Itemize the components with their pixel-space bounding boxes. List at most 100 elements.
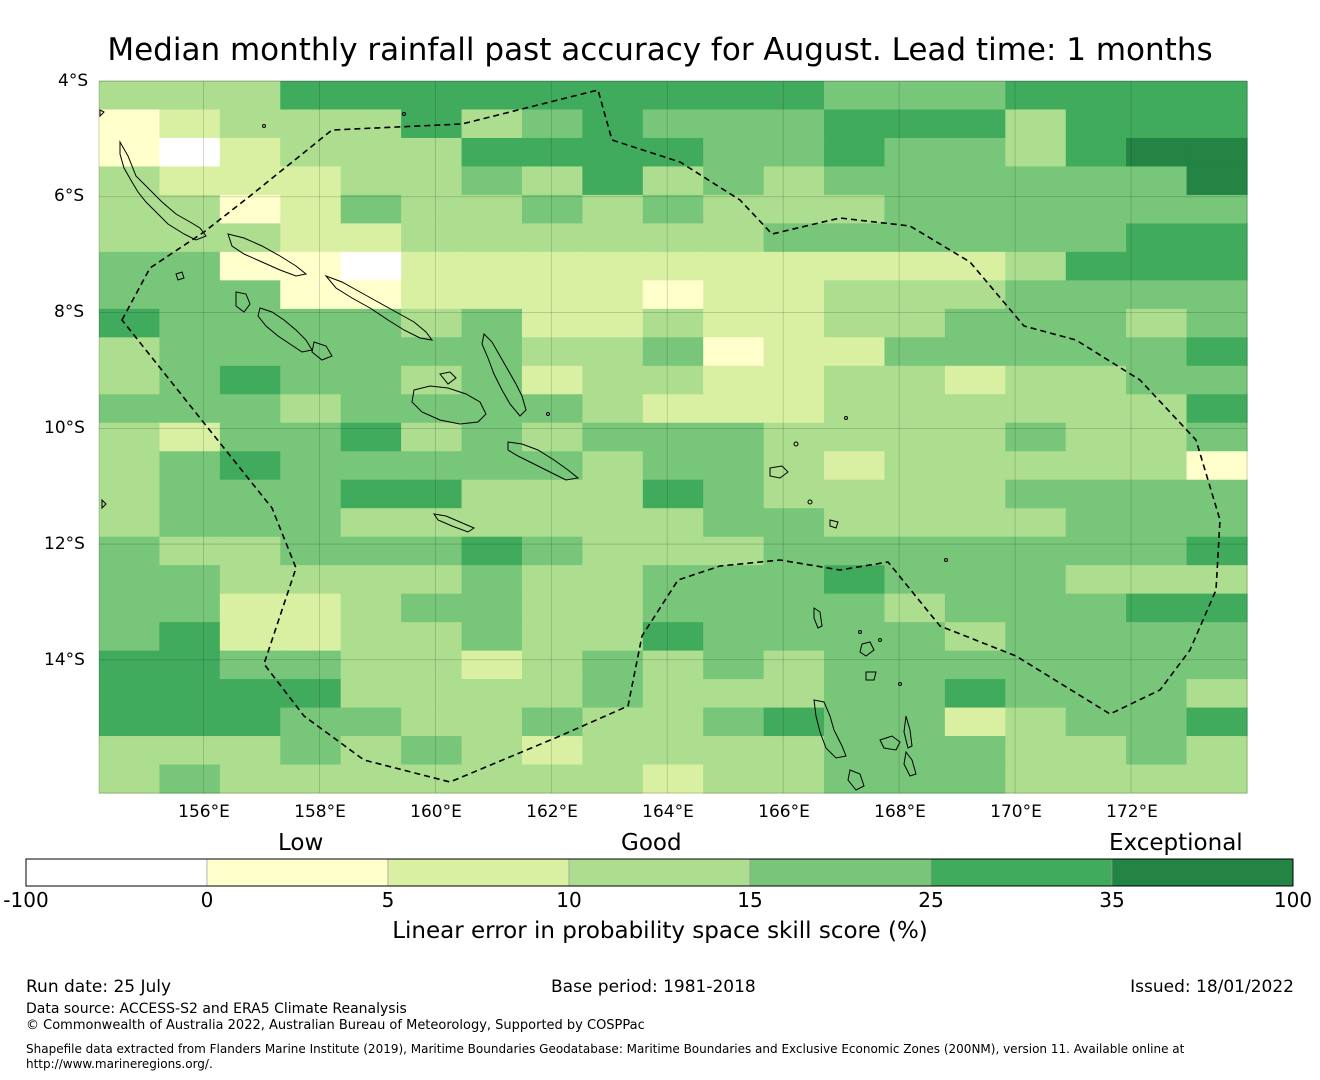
- skill-cell: [340, 280, 402, 310]
- skill-cell: [99, 223, 161, 253]
- skill-cell: [99, 81, 161, 111]
- skill-cell: [884, 508, 946, 538]
- island-torres: [813, 607, 823, 629]
- skill-cell: [944, 308, 1006, 338]
- lon-label-162e: 162°E: [526, 802, 578, 822]
- skill-cell: [401, 251, 463, 281]
- skill-cell: [642, 308, 704, 338]
- skill-cell: [219, 223, 281, 253]
- skill-cell: [824, 679, 886, 709]
- skill-cell: [703, 308, 765, 338]
- skill-cell: [99, 337, 161, 367]
- skill-cell: [1186, 81, 1248, 111]
- skill-cell: [703, 764, 765, 794]
- skill-cell: [703, 223, 765, 253]
- skill-cell: [1005, 251, 1067, 281]
- skill-cell: [1126, 337, 1188, 367]
- skill-cell: [1005, 707, 1067, 737]
- skill-cell: [703, 81, 765, 111]
- skill-cell: [340, 223, 402, 253]
- skill-cell: [763, 593, 825, 623]
- skill-cell: [340, 194, 402, 224]
- skill-cell: [401, 565, 463, 595]
- skill-cell: [340, 622, 402, 652]
- skill-cell: [582, 736, 644, 766]
- lon-label-164e: 164°E: [642, 802, 694, 822]
- skill-cell: [763, 137, 825, 168]
- skill-cell: [1065, 422, 1127, 452]
- skill-cell: [763, 166, 825, 196]
- skill-cell: [703, 194, 765, 224]
- skill-cell: [1005, 109, 1067, 139]
- skill-cell: [884, 650, 946, 680]
- skill-cell: [1005, 736, 1067, 766]
- shapefile-url[interactable]: http://www.marineregions.org/.: [26, 1057, 213, 1071]
- graticule: [99, 80, 1247, 793]
- skill-cell: [944, 479, 1006, 509]
- skill-cell: [703, 251, 765, 281]
- island-santa-isabel: [324, 274, 434, 341]
- skill-cell: [703, 109, 765, 139]
- skill-cell: [763, 251, 825, 281]
- skill-cell: [824, 394, 886, 424]
- skill-cell: [824, 422, 886, 452]
- colorbar-swatch: [930, 858, 1113, 887]
- skill-cell: [219, 622, 281, 652]
- skill-cell: [219, 337, 281, 367]
- skill-cell: [642, 365, 704, 395]
- skill-cell: [99, 365, 161, 395]
- skill-cell: [219, 109, 281, 139]
- island-pentecost: [903, 750, 917, 777]
- skill-cell: [280, 137, 342, 168]
- skill-cell: [461, 479, 523, 509]
- skill-cell: [1005, 508, 1067, 538]
- skill-cell: [159, 536, 221, 566]
- island-espiritu-santo: [813, 699, 847, 759]
- skill-cell: [1126, 422, 1188, 452]
- skill-cell: [944, 251, 1006, 281]
- skill-cell: [1126, 650, 1188, 680]
- skill-cell: [340, 707, 402, 737]
- skill-cell: [763, 536, 825, 566]
- skill-cell: [703, 451, 765, 481]
- skill-cell: [703, 508, 765, 538]
- skill-cell: [280, 451, 342, 481]
- skill-cell: [703, 394, 765, 424]
- skill-cell: [582, 479, 644, 509]
- island-vella-lavella: [235, 291, 251, 313]
- skill-cell: [884, 736, 946, 766]
- island-tikopia: [829, 519, 839, 529]
- island-vanua-lava: [859, 641, 875, 657]
- skill-cell: [582, 536, 644, 566]
- skill-cell: [159, 308, 221, 338]
- tick-100: 100: [1273, 888, 1313, 912]
- skill-cell: [703, 736, 765, 766]
- tick-minus-100: -100: [3, 888, 49, 912]
- skill-cell: [703, 622, 765, 652]
- tick-0: 0: [200, 888, 214, 912]
- colorbar-swatch: [206, 858, 389, 887]
- skill-cell: [824, 764, 886, 794]
- skill-cell: [219, 764, 281, 794]
- skill-cell: [763, 764, 825, 794]
- skill-cell: [1005, 479, 1067, 509]
- skill-cell: [1065, 280, 1127, 310]
- skill-cell: [944, 650, 1006, 680]
- skill-cell: [280, 707, 342, 737]
- skill-cell: [219, 280, 281, 310]
- skill-cell: [1126, 137, 1188, 168]
- skill-cell: [1005, 365, 1067, 395]
- skill-cell: [401, 508, 463, 538]
- skill-cell: [582, 137, 644, 168]
- colorbar-swatch: [568, 858, 751, 887]
- skill-cell: [763, 280, 825, 310]
- skill-cell: [1065, 365, 1127, 395]
- skill-cell: [99, 451, 161, 481]
- coastlines: [99, 109, 948, 791]
- skill-cell: [1005, 679, 1067, 709]
- colorbar-swatch: [749, 858, 932, 887]
- skill-cell: [340, 109, 402, 139]
- skill-cell: [521, 479, 583, 509]
- skill-cell: [219, 422, 281, 452]
- skill-cell: [461, 166, 523, 196]
